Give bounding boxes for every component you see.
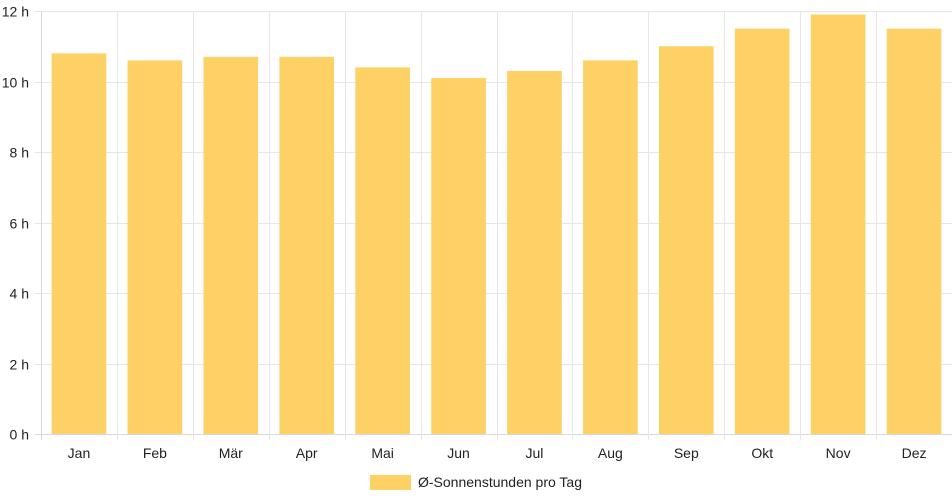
x-tick-label: Okt (751, 445, 773, 461)
bar-apr[interactable] (279, 56, 335, 434)
x-tick-label: Aug (598, 445, 623, 461)
x-tick-label: Jun (447, 445, 470, 461)
bar-aug[interactable] (583, 60, 638, 434)
x-tick-label: Feb (143, 445, 167, 461)
legend-label[interactable]: Ø-Sonnenstunden pro Tag (418, 474, 582, 490)
y-tick-label: 2 h (10, 357, 29, 373)
y-tick-label: 4 h (10, 286, 29, 302)
bar-jun[interactable] (431, 77, 486, 434)
x-tick-label: Apr (296, 445, 318, 461)
bar-okt[interactable] (734, 28, 790, 434)
bar-series (51, 14, 942, 435)
y-tick-label: 10 h (2, 75, 29, 91)
y-tick-label: 0 h (10, 427, 29, 443)
bar-nov[interactable] (810, 14, 866, 435)
y-tick-label: 8 h (10, 145, 29, 161)
y-tick-label: 12 h (2, 4, 29, 20)
x-tick-label: Mär (219, 445, 243, 461)
legend[interactable]: Ø-Sonnenstunden pro Tag (370, 474, 582, 490)
y-tick-label: 6 h (10, 216, 29, 232)
bar-feb[interactable] (127, 60, 183, 434)
bar-mär[interactable] (203, 56, 259, 434)
x-tick-label: Sep (674, 445, 699, 461)
x-tick-labels: Jan Feb Mär Apr Mai Jun Jul Aug Sep Okt Nov Dez (68, 445, 927, 461)
bar-dez[interactable] (886, 28, 942, 434)
x-tick-label: Mai (371, 445, 394, 461)
x-tick-label: Dez (902, 445, 927, 461)
x-tick-label: Jul (526, 445, 544, 461)
x-tick-label: Nov (826, 445, 851, 461)
bar-jan[interactable] (51, 53, 107, 435)
bar-mai[interactable] (355, 67, 410, 435)
grid-lines (35, 11, 952, 440)
x-tick-label: Jan (68, 445, 91, 461)
legend-swatch[interactable] (370, 475, 411, 490)
y-tick-labels: 0 h 2 h 4 h 6 h 8 h 10 h 12 h (2, 4, 29, 443)
bar-jul[interactable] (507, 70, 562, 435)
bar-sep[interactable] (658, 46, 714, 434)
